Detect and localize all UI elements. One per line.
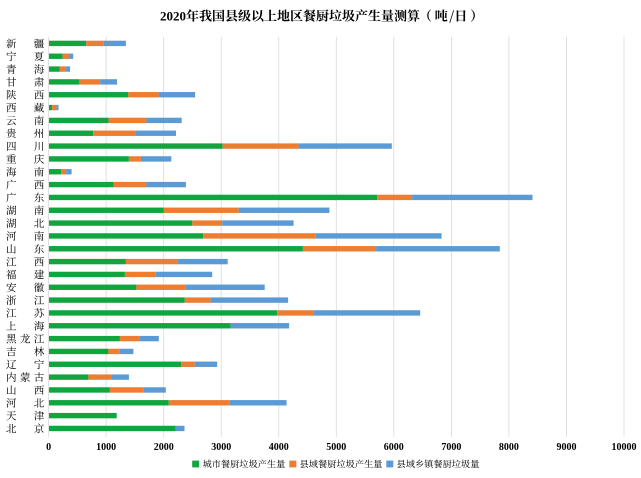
- svg-text:3000: 3000: [211, 442, 231, 453]
- svg-text:8000: 8000: [499, 442, 519, 453]
- svg-text:9000: 9000: [557, 442, 577, 453]
- svg-text:2000: 2000: [154, 442, 174, 453]
- svg-text:7000: 7000: [441, 442, 461, 453]
- svg-text:2020: 2020: [160, 9, 186, 24]
- svg-text:0: 0: [46, 442, 51, 453]
- svg-text:10000: 10000: [612, 442, 637, 453]
- svg-text:5000: 5000: [326, 442, 346, 453]
- svg-text:1000: 1000: [96, 442, 116, 453]
- svg-text:6000: 6000: [384, 442, 404, 453]
- svg-text:4000: 4000: [269, 442, 289, 453]
